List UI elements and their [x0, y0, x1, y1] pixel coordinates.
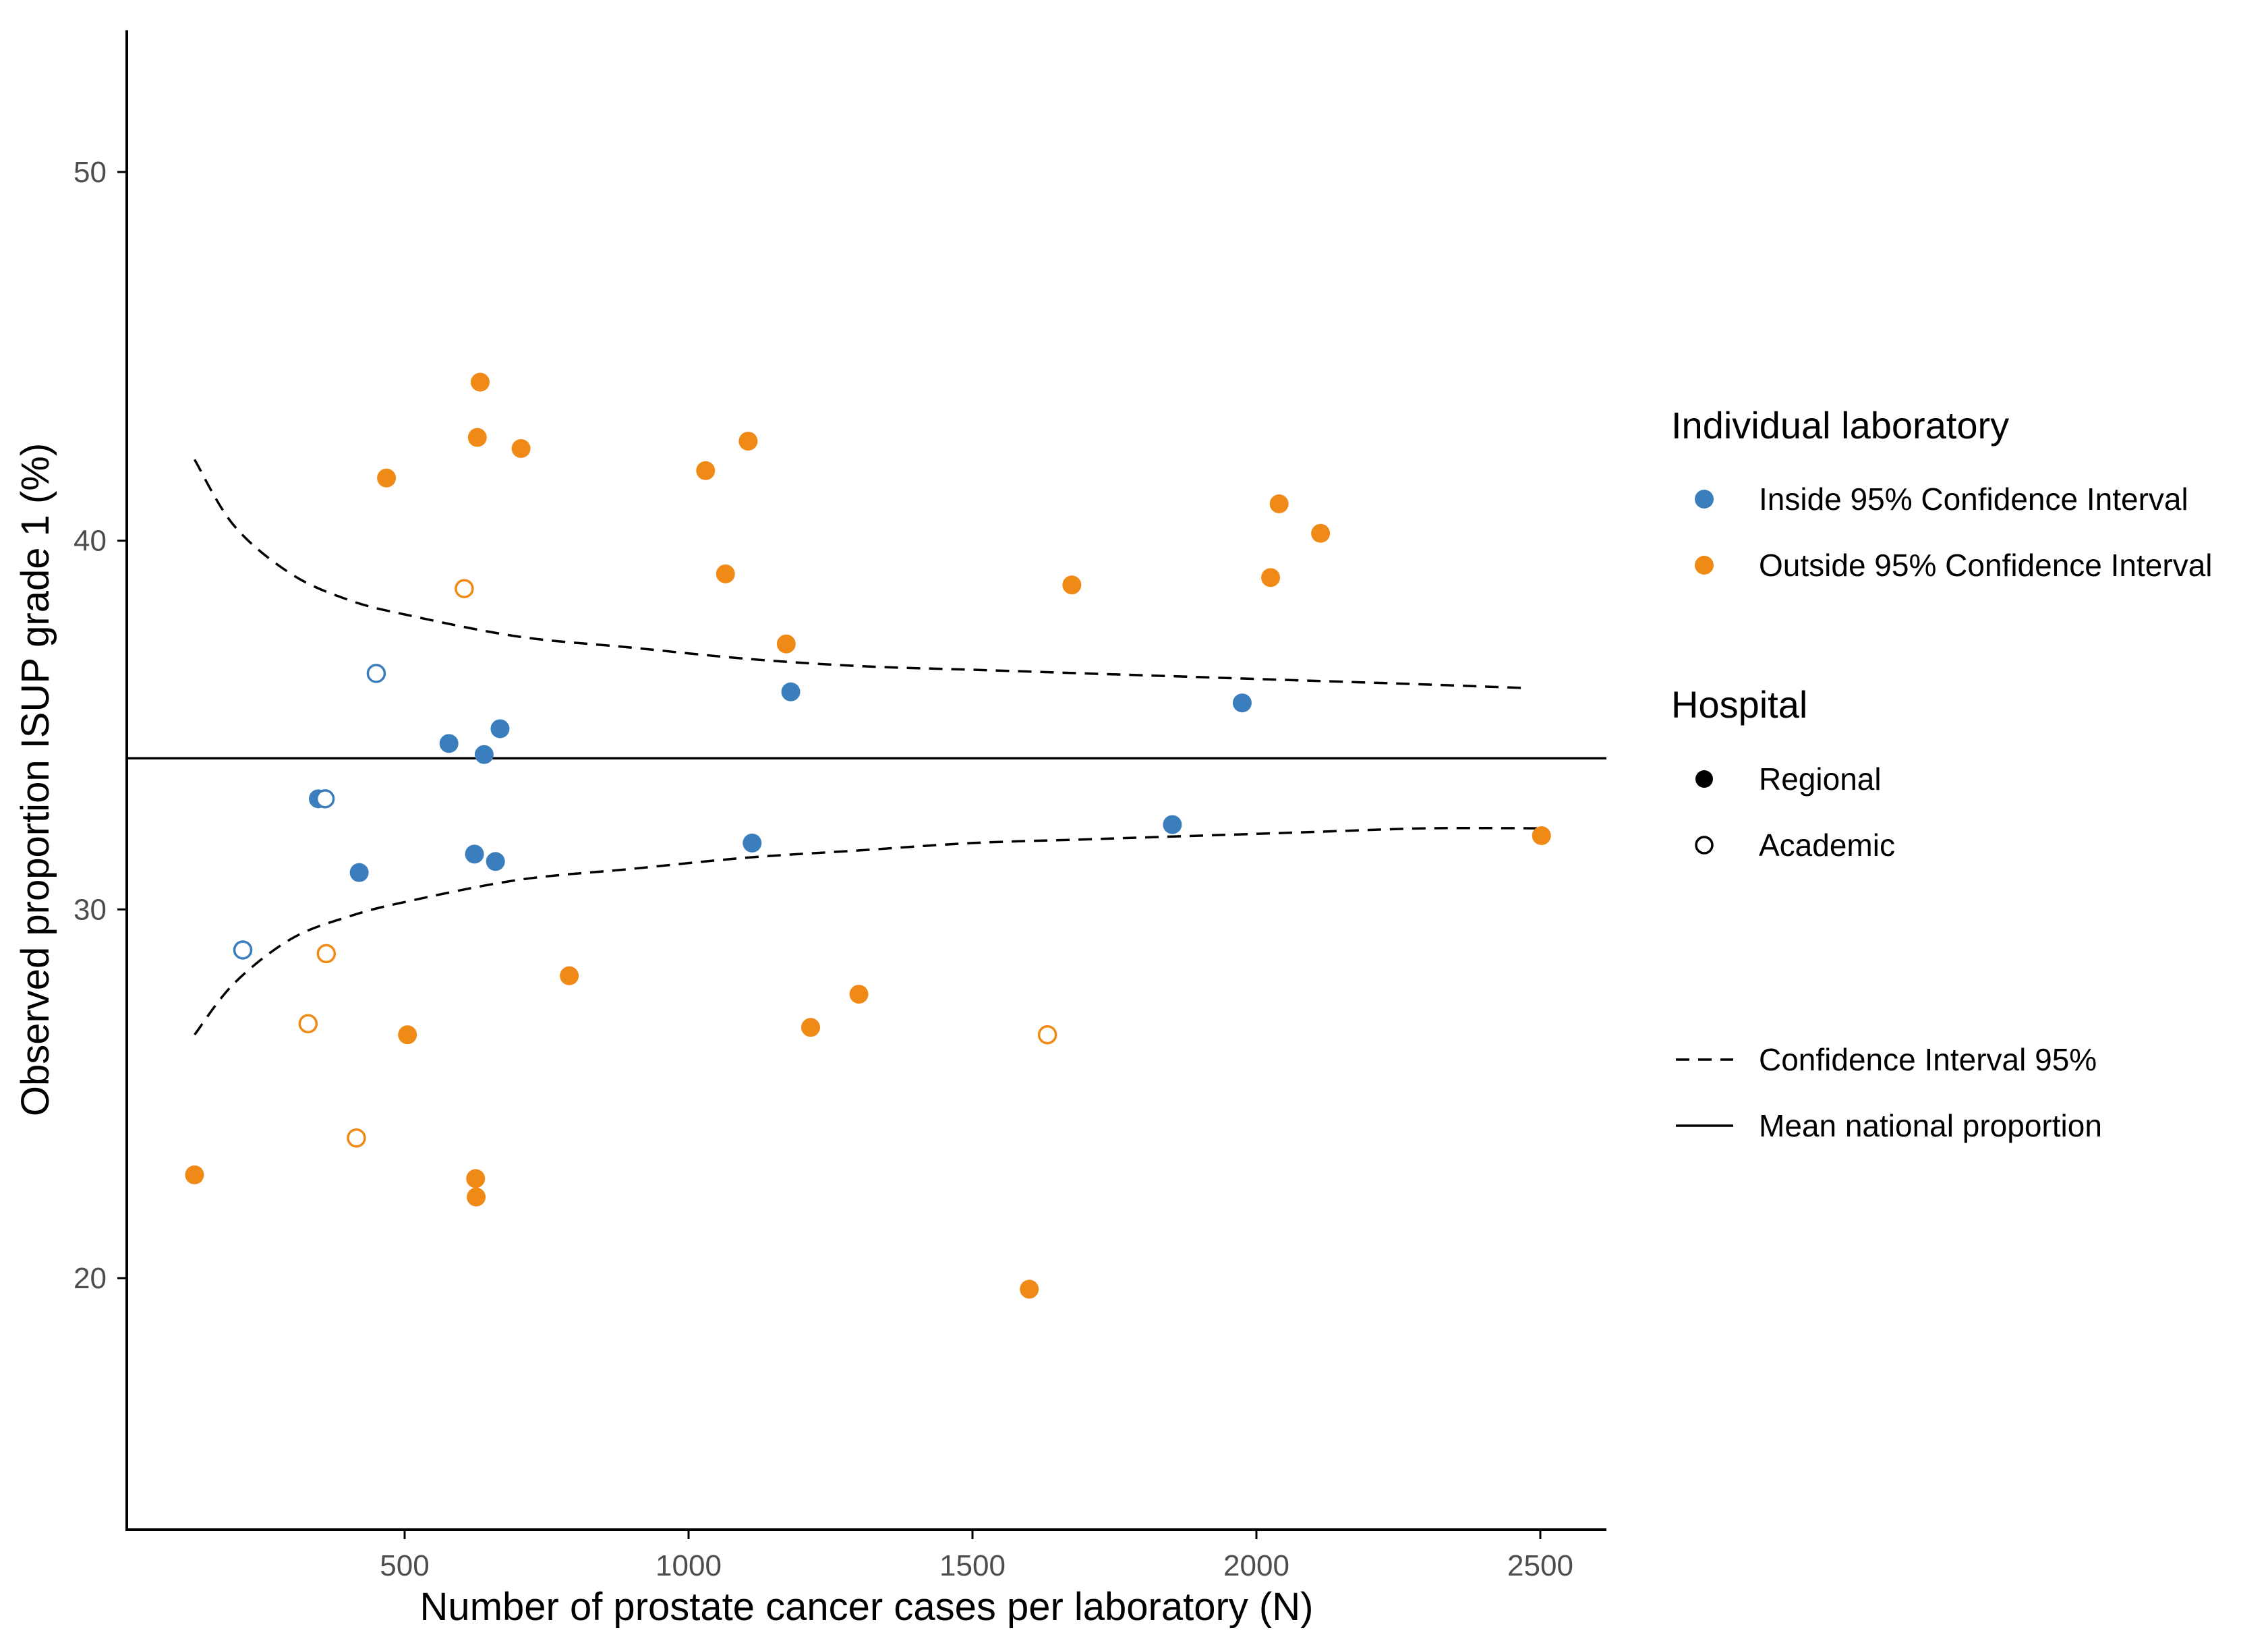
- data-point-regional: [486, 852, 505, 871]
- y-tick-label: 20: [74, 1262, 107, 1295]
- data-point-regional: [1261, 568, 1281, 587]
- legend-title-hospital: Hospital: [1671, 683, 1807, 726]
- data-point-regional: [1232, 693, 1252, 713]
- data-point-regional: [467, 428, 487, 447]
- legend-label-academic: Academic: [1759, 828, 1895, 863]
- data-point-regional: [465, 844, 484, 864]
- y-tick-label: 50: [74, 156, 107, 189]
- data-point-regional: [439, 734, 459, 753]
- y-axis-label: Observed proportion ISUP grade 1 (%): [13, 443, 57, 1116]
- legend-key-academic: [1695, 836, 1714, 855]
- data-point-regional: [1020, 1279, 1039, 1299]
- x-tick-label: 2000: [1223, 1549, 1289, 1582]
- data-point-regional: [185, 1165, 204, 1184]
- data-point-regional: [511, 439, 531, 458]
- axes: [125, 30, 1606, 1531]
- data-point-regional: [1163, 815, 1182, 834]
- data-point-regional: [349, 863, 369, 882]
- y-tick-label: 30: [74, 893, 107, 926]
- data-point-academic: [316, 944, 337, 964]
- legend-key-regional: [1695, 770, 1713, 788]
- legend-key-color: [1695, 556, 1714, 575]
- data-point-regional: [474, 745, 494, 764]
- ci-upper-line: [193, 459, 1530, 690]
- data-point-regional: [696, 461, 716, 480]
- data-point-academic: [315, 789, 335, 809]
- x-axis-label: Number of prostate cancer cases per labo…: [420, 1585, 1314, 1629]
- legend: Individual laboratory Inside 95% Confiden…: [1671, 404, 2213, 1143]
- data-point-regional: [1062, 575, 1082, 595]
- data-point-academic: [347, 1128, 366, 1148]
- data-point-regional: [1532, 826, 1551, 845]
- ci-lower-line: [194, 826, 1541, 1036]
- data-point-regional: [801, 1018, 821, 1037]
- data-point-regional: [398, 1025, 417, 1045]
- data-point-regional: [470, 372, 490, 392]
- data-point-academic: [366, 664, 386, 683]
- x-tick-label: 1500: [939, 1549, 1006, 1582]
- data-point-regional: [738, 432, 758, 451]
- data-layer: [127, 372, 1606, 1299]
- ticks: 500 1000 1500 2000 2500 20 30 40 50: [74, 156, 1573, 1582]
- data-point-regional: [467, 1187, 486, 1207]
- data-point-academic: [298, 1014, 318, 1034]
- legend-label-color: Outside 95% Confidence Interval: [1759, 548, 2213, 583]
- legend-label-color: Inside 95% Confidence Interval: [1759, 482, 2188, 517]
- data-point-regional: [490, 719, 510, 739]
- data-point-regional: [466, 1169, 486, 1188]
- data-point-regional: [716, 564, 735, 583]
- x-tick-label: 1000: [656, 1549, 722, 1582]
- legend-label-ci: Confidence Interval 95%: [1759, 1042, 2097, 1077]
- data-point-regional: [743, 833, 762, 853]
- legend-key-color: [1695, 490, 1714, 509]
- data-point-academic: [233, 940, 253, 960]
- data-point-regional: [377, 468, 397, 488]
- data-point-regional: [1269, 494, 1289, 513]
- data-point-regional: [776, 634, 796, 654]
- x-tick-label: 500: [380, 1549, 429, 1582]
- legend-label-mean: Mean national proportion: [1759, 1108, 2102, 1143]
- legend-label-regional: Regional: [1759, 761, 1882, 797]
- data-point-academic: [1037, 1025, 1057, 1045]
- y-tick-label: 40: [74, 525, 107, 558]
- data-point-regional: [1311, 523, 1331, 543]
- legend-title-laboratory: Individual laboratory: [1671, 404, 2009, 446]
- data-point-regional: [849, 985, 869, 1004]
- data-point-regional: [781, 682, 801, 701]
- data-point-regional: [560, 966, 579, 985]
- data-point-academic: [455, 579, 474, 598]
- x-tick-label: 2500: [1507, 1549, 1573, 1582]
